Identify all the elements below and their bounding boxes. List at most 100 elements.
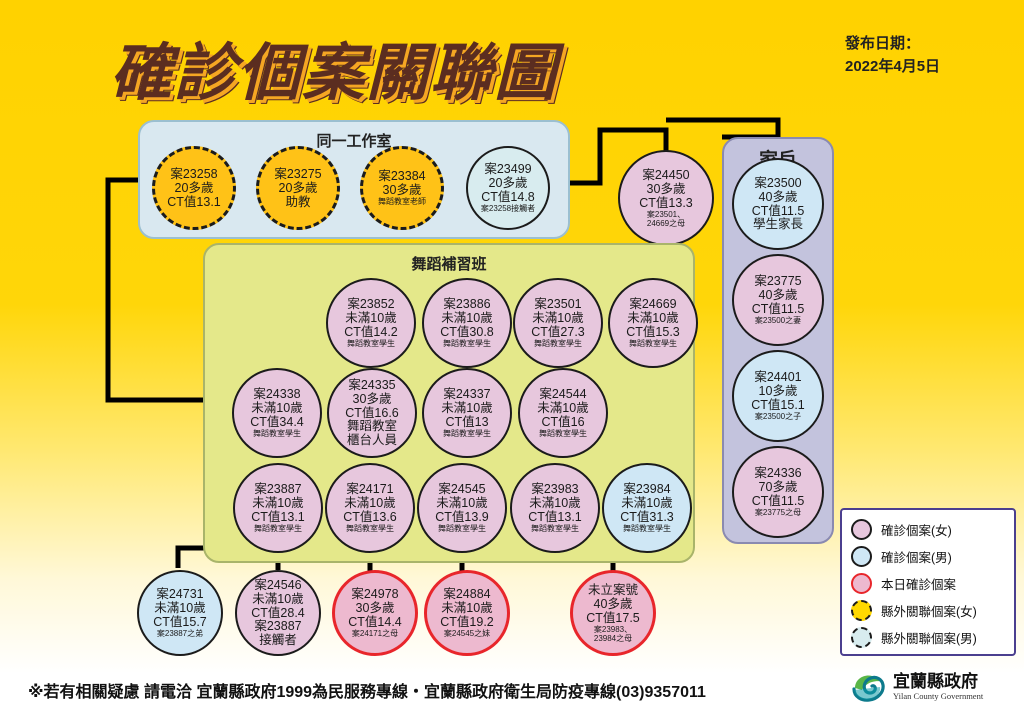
case-note: 案24545之妹 [443, 629, 491, 639]
case-note: 舞蹈教室 櫃台人員 [346, 419, 397, 447]
publish-date-value: 2022年4月5日 [845, 58, 941, 76]
case-age: 未滿10歲 [436, 496, 488, 511]
node-case-24669[interactable]: 案24669 未滿10歲 CT值15.3 舞蹈教室學生 [608, 278, 698, 368]
case-age: 30多歲 [646, 181, 686, 196]
legend: 確診個案(女) 確診個案(男) 本日確診個案 縣外關聯個案(女) 縣外關聯個案(… [840, 508, 1016, 656]
case-ct: CT值16.6 [345, 406, 399, 421]
case-age: 未滿10歲 [154, 601, 206, 616]
case-note: 舞蹈教室老師 [378, 197, 426, 207]
case-ct: CT值13.1 [251, 510, 305, 525]
node-case-23984[interactable]: 案23984 未滿10歲 CT值31.3 舞蹈教室學生 [602, 463, 692, 553]
case-id: 案24335 [348, 378, 396, 393]
case-age: 未滿10歲 [537, 401, 589, 416]
node-case-24336[interactable]: 案24336 70多歲 CT值11.5 案23775之母 [732, 446, 824, 538]
node-case-24335[interactable]: 案24335 30多歲 CT值16.6 舞蹈教室 櫃台人員 [327, 368, 417, 458]
node-case-no-number[interactable]: 未立案號 40多歲 CT值17.5 案23983、 23984之母 [570, 570, 656, 656]
node-case-24545[interactable]: 案24545 未滿10歲 CT值13.9 舞蹈教室學生 [417, 463, 507, 553]
case-id: 案24401 [754, 370, 802, 385]
case-note: 舞蹈教室學生 [438, 524, 486, 534]
case-age: 40多歲 [758, 190, 798, 205]
case-age: 40多歲 [758, 288, 798, 303]
node-case-23983[interactable]: 案23983 未滿10歲 CT值13.1 舞蹈教室學生 [510, 463, 600, 553]
case-id: 案23500 [754, 176, 802, 191]
node-case-24450[interactable]: 案24450 30多歲 CT值13.3 案23501、 24669之母 [618, 150, 714, 246]
node-case-23852[interactable]: 案23852 未滿10歲 CT值14.2 舞蹈教室學生 [326, 278, 416, 368]
legend-label: 縣外關聯個案(男) [881, 632, 977, 646]
legend-item-external-female: 縣外關聯個案(女) [842, 597, 1014, 624]
case-note: 舞蹈教室學生 [539, 429, 587, 439]
case-ct: CT值13.6 [343, 510, 397, 525]
page-title: 確診個案關聯圖 [110, 39, 559, 108]
legend-swatch-male [851, 546, 872, 567]
node-case-23887[interactable]: 案23887 未滿10歲 CT值13.1 舞蹈教室學生 [233, 463, 323, 553]
case-note: 舞蹈教室學生 [253, 429, 301, 439]
node-case-24544[interactable]: 案24544 未滿10歲 CT值16 舞蹈教室學生 [518, 368, 608, 458]
case-age: 30多歲 [355, 601, 395, 616]
node-case-23501[interactable]: 案23501 未滿10歲 CT值27.3 舞蹈教室學生 [513, 278, 603, 368]
footer-note: ※若有相關疑慮 請電洽 宜蘭縣政府1999為民服務專線・宜蘭縣政府衛生局防疫專線… [28, 684, 706, 701]
case-id: 案24338 [253, 387, 301, 402]
case-age: 未滿10歲 [251, 401, 303, 416]
case-ct: CT值16 [541, 415, 585, 430]
case-note: 案24171之母 [351, 629, 399, 639]
node-case-24337[interactable]: 案24337 未滿10歲 CT值13 舞蹈教室學生 [422, 368, 512, 458]
node-case-24338[interactable]: 案24338 未滿10歲 CT值34.4 舞蹈教室學生 [232, 368, 322, 458]
node-case-24731[interactable]: 案24731 未滿10歲 CT值15.7 案23887之弟 [137, 570, 223, 656]
case-id: 案23275 [274, 167, 322, 181]
case-id: 案24546 [254, 578, 302, 593]
case-note: 舞蹈教室學生 [531, 524, 579, 534]
case-ct: CT值15.3 [626, 325, 680, 340]
logo-text: 宜蘭縣政府 Yilan County Government [893, 672, 983, 701]
case-age: 10多歲 [758, 384, 798, 399]
case-age: 30多歲 [352, 392, 392, 407]
node-case-23258[interactable]: 案23258 20多歲 CT值13.1 [152, 146, 236, 230]
case-id: 案24336 [754, 466, 802, 481]
case-note: 學生家長 [752, 217, 803, 232]
node-case-23775[interactable]: 案23775 40多歲 CT值11.5 案23500之妻 [732, 254, 824, 346]
node-case-23499[interactable]: 案23499 20多歲 CT值14.8 案23258接觸者 [466, 146, 550, 230]
case-age: 20多歲 [488, 176, 528, 191]
node-case-23500[interactable]: 案23500 40多歲 CT值11.5 學生家長 [732, 158, 824, 250]
case-ct: CT值13 [445, 415, 489, 430]
case-id: 案24978 [351, 587, 399, 602]
node-case-24978[interactable]: 案24978 30多歲 CT值14.4 案24171之母 [332, 570, 418, 656]
case-ct: CT值15.1 [751, 398, 805, 413]
case-ct: 助教 [285, 195, 311, 209]
case-age: 20多歲 [174, 181, 214, 195]
case-id: 案23384 [378, 169, 426, 184]
case-age: 未滿10歲 [529, 496, 581, 511]
case-note: 案23887 接觸者 [254, 619, 302, 647]
case-note: 舞蹈教室學生 [347, 339, 395, 349]
node-case-23384[interactable]: 案23384 30多歲 舞蹈教室老師 [360, 146, 444, 230]
legend-item-today: 本日確診個案 [842, 570, 1014, 597]
node-case-24401[interactable]: 案24401 10多歲 CT值15.1 案23500之子 [732, 350, 824, 442]
case-ct: CT值15.7 [153, 615, 207, 630]
node-case-23886[interactable]: 案23886 未滿10歲 CT值30.8 舞蹈教室學生 [422, 278, 512, 368]
case-note: 案23500之妻 [754, 316, 802, 326]
case-age: 未滿10歲 [441, 601, 493, 616]
case-ct: CT值14.8 [481, 190, 535, 205]
legend-label: 確診個案(女) [881, 524, 952, 538]
case-ct: CT值31.3 [620, 510, 674, 525]
case-age: 未滿10歲 [441, 311, 493, 326]
case-age: 未滿10歲 [441, 401, 493, 416]
case-note: 舞蹈教室學生 [346, 524, 394, 534]
legend-item-confirmed-female: 確診個案(女) [842, 516, 1014, 543]
case-ct: CT值30.8 [440, 325, 494, 340]
case-id: 案23886 [443, 297, 491, 312]
case-note: 案23775之母 [754, 508, 802, 518]
yilan-swirl-icon [852, 675, 885, 702]
case-age: 未滿10歲 [344, 496, 396, 511]
node-case-24884[interactable]: 案24884 未滿10歲 CT值19.2 案24545之妹 [424, 570, 510, 656]
case-id: 案24669 [629, 297, 677, 312]
case-id: 案24337 [443, 387, 491, 402]
case-id: 案24450 [642, 167, 690, 182]
case-ct: CT值13.9 [435, 510, 489, 525]
case-ct: CT值17.5 [586, 610, 640, 625]
node-case-23275[interactable]: 案23275 20多歲 助教 [256, 146, 340, 230]
node-case-24171[interactable]: 案24171 未滿10歲 CT值13.6 舞蹈教室學生 [325, 463, 415, 553]
node-case-24546[interactable]: 案24546 未滿10歲 CT值28.4 案23887 接觸者 [235, 570, 321, 656]
group-title-dance-class: 舞蹈補習班 [411, 256, 487, 273]
yilan-government-logo: 宜蘭縣政府 Yilan County Government [852, 672, 983, 702]
